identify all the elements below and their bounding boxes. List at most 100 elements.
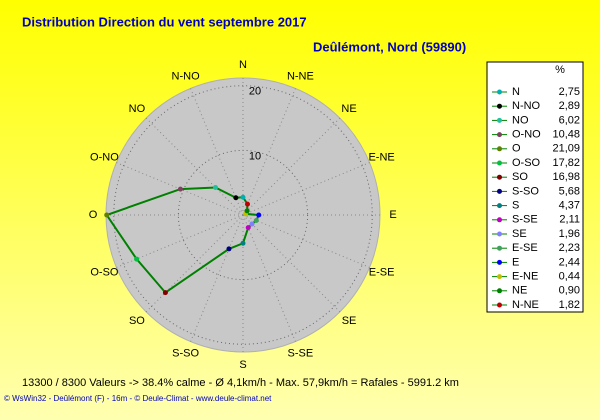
legend-marker — [497, 188, 502, 194]
legend-value: 0,44 — [559, 271, 580, 283]
chart-title: Distribution Direction du vent septembre… — [22, 14, 307, 29]
direction-label: N-NO — [172, 70, 201, 82]
r-tick-label: 20 — [249, 86, 261, 98]
legend-value: 2,75 — [559, 86, 580, 98]
legend-title: % — [555, 64, 565, 76]
radar-point — [240, 240, 246, 246]
spoke — [116, 214, 244, 268]
legend-marker — [497, 89, 502, 95]
legend-value: 1,96 — [559, 228, 580, 240]
spoke — [145, 117, 244, 216]
grid-circle — [113, 85, 373, 345]
footer-credit: © WsWin32 - Deûlémont (F) - 16m - © Deul… — [4, 394, 272, 403]
direction-label: O-SO — [90, 266, 119, 278]
direction-label: O-NO — [90, 152, 119, 164]
direction-label: N-NE — [287, 70, 314, 82]
legend-value: 2,23 — [559, 242, 580, 254]
direction-label: N — [239, 59, 247, 71]
radar-point — [245, 225, 251, 231]
legend-marker — [497, 174, 502, 180]
radar-point — [162, 290, 168, 296]
direction-label: S — [239, 359, 246, 371]
direction-label: SE — [342, 315, 357, 327]
spoke — [190, 214, 244, 342]
radar-point — [240, 194, 246, 200]
radar-point — [212, 184, 218, 190]
legend-marker — [497, 274, 502, 280]
legend-label: N-NO — [512, 100, 541, 112]
legend-marker — [497, 203, 502, 209]
legend-marker — [497, 146, 502, 152]
legend-value: 16,98 — [552, 171, 580, 183]
legend-label: SO — [512, 171, 528, 183]
radar-point — [226, 246, 232, 252]
legend-marker — [497, 302, 502, 308]
radar-point — [104, 212, 110, 218]
spoke — [242, 214, 296, 342]
legend-label: N — [512, 86, 520, 98]
legend-value: 1,82 — [559, 299, 580, 311]
legend-marker — [497, 259, 502, 265]
direction-label: E-SE — [369, 266, 395, 278]
direction-label: S-SO — [172, 347, 199, 359]
legend-value: 21,09 — [552, 143, 580, 155]
radar-point — [253, 218, 259, 224]
legend-label: N-NE — [512, 299, 539, 311]
legend-marker — [497, 103, 502, 109]
footer: 13300 / 8300 Valeurs -> 38.4% calme - Ø … — [22, 377, 459, 389]
legend-value: 17,82 — [552, 157, 580, 169]
legend-marker — [497, 217, 502, 223]
legend-value: 4,37 — [559, 200, 580, 212]
direction-label: NE — [341, 103, 356, 115]
legend-value: 6,02 — [559, 114, 580, 126]
legend-value: 5,68 — [559, 185, 580, 197]
legend-label: O — [512, 143, 521, 155]
legend-box — [486, 61, 584, 313]
radar-point — [233, 195, 239, 201]
legend-value: 2,89 — [559, 100, 580, 112]
legend-marker — [497, 160, 502, 166]
legend-marker — [497, 117, 502, 123]
legend-marker — [497, 245, 502, 251]
legend-value: 2,11 — [559, 214, 580, 226]
radar-point — [249, 221, 255, 227]
legend-label: NE — [512, 285, 527, 297]
direction-label: SO — [129, 315, 145, 327]
legend-label: S-SE — [512, 214, 538, 226]
legend-value: 2,44 — [559, 256, 580, 268]
legend-value: 10,48 — [552, 129, 580, 141]
direction-label: E — [389, 209, 396, 221]
radar-point — [134, 256, 140, 262]
legend-label: E-SE — [512, 242, 538, 254]
spoke — [242, 117, 341, 216]
radar-point — [256, 212, 262, 218]
spoke — [242, 162, 370, 216]
legend-label: S-SO — [512, 185, 539, 197]
legend-label: S — [512, 200, 519, 212]
radar-point — [244, 208, 250, 214]
spoke — [242, 214, 341, 313]
direction-label: NO — [129, 103, 146, 115]
legend-value: 0,90 — [559, 285, 580, 297]
spoke — [242, 214, 370, 268]
spoke — [145, 214, 244, 313]
direction-label: E-NE — [368, 152, 394, 164]
chart-subtitle: Deûlémont, Nord (59890) — [313, 39, 466, 54]
direction-label: S-SE — [288, 347, 314, 359]
spoke — [190, 88, 244, 216]
legend-label: E-NE — [512, 271, 538, 283]
legend-label: O-NO — [512, 129, 541, 141]
radar-point — [177, 186, 183, 192]
direction-label: O — [89, 209, 98, 221]
legend-marker — [497, 231, 502, 237]
spoke — [242, 88, 296, 216]
legend-label: SE — [512, 228, 527, 240]
legend-label: NO — [512, 114, 529, 126]
r-tick-label: 10 — [249, 150, 261, 162]
radar-point — [245, 201, 251, 207]
grid-circle — [177, 149, 309, 281]
legend-marker — [497, 288, 502, 294]
legend-marker — [497, 132, 502, 138]
legend-label: O-SO — [512, 157, 541, 169]
